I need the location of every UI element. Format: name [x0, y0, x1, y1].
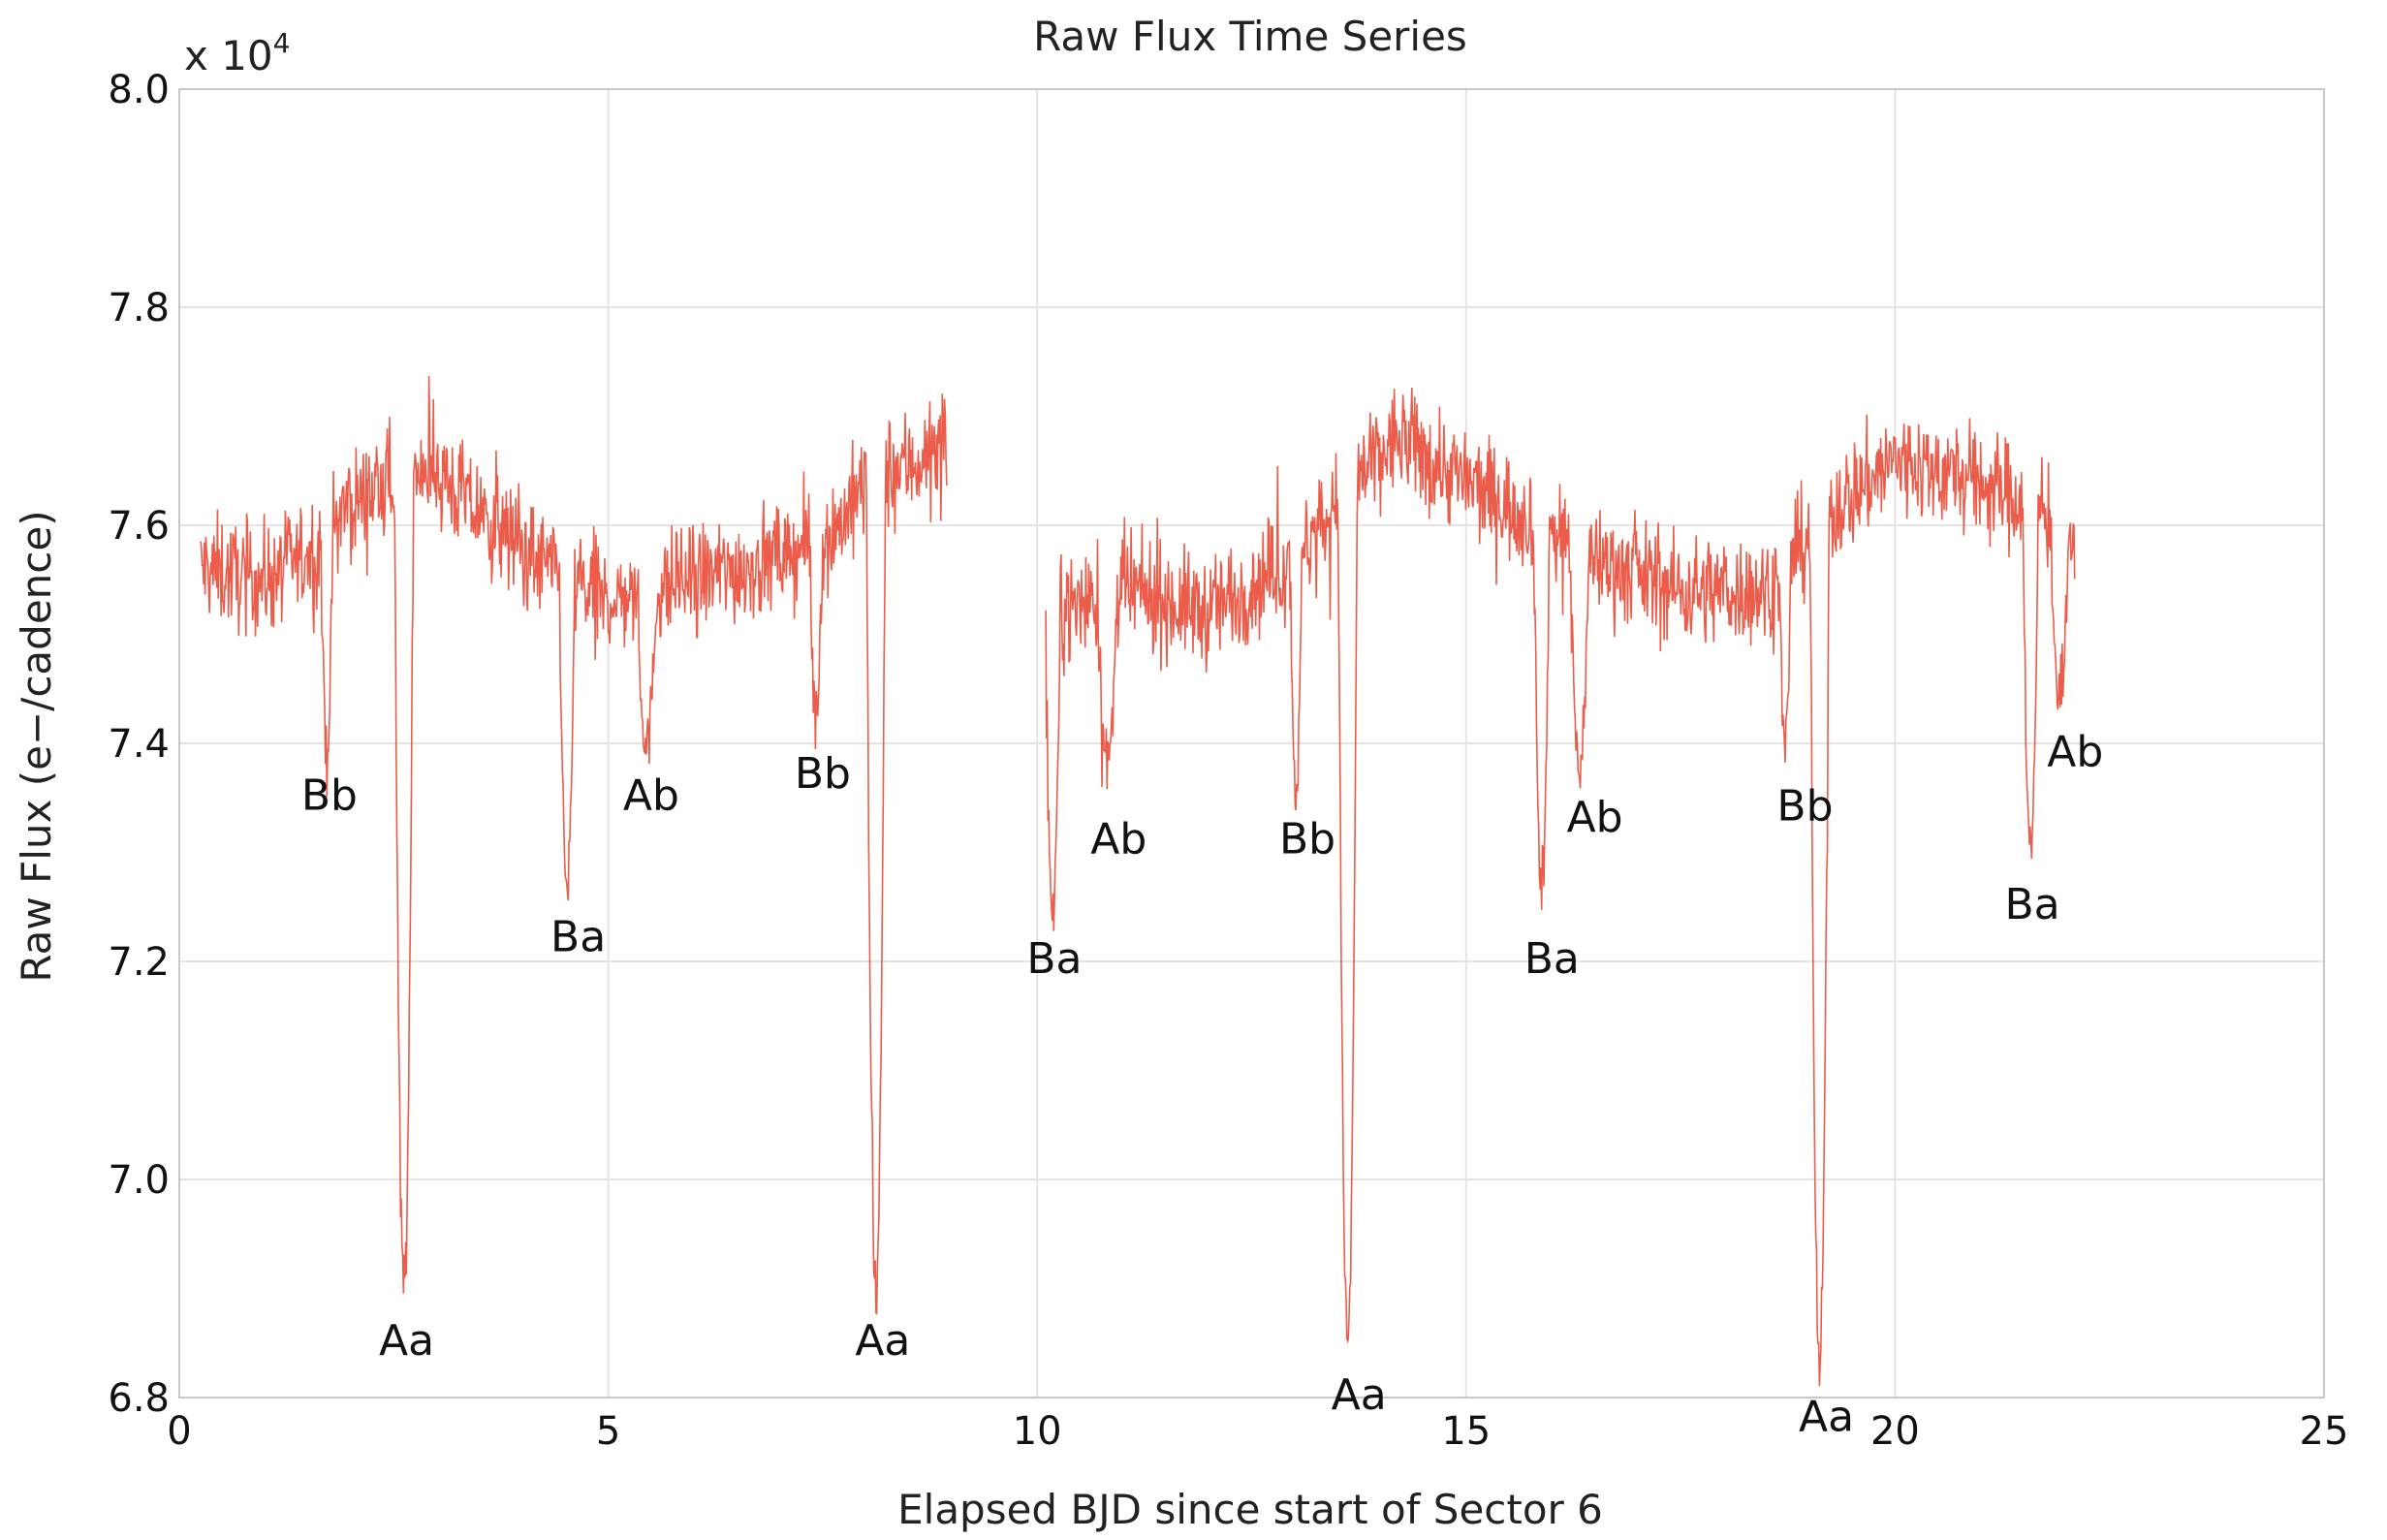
- x-tick-label: 20: [1870, 1409, 1920, 1454]
- flux-series-line: [1045, 387, 2076, 1387]
- y-tick-label: 8.0: [108, 68, 170, 112]
- y-tick-label: 7.0: [108, 1158, 170, 1203]
- y-multiplier-base: x 10: [184, 32, 273, 79]
- eclipse-label: Bb: [301, 770, 358, 820]
- y-tick-label: 6.8: [108, 1376, 170, 1421]
- eclipse-label: Ba: [550, 913, 606, 962]
- x-tick-label: 25: [2300, 1409, 2349, 1454]
- x-axis-ticks: 0 5 10 15 20 25: [167, 1409, 2348, 1454]
- eclipse-label: Ba: [1524, 934, 1580, 984]
- x-tick-label: 15: [1441, 1409, 1491, 1454]
- y-axis-title: Raw Flux (e−/cadence): [13, 510, 60, 982]
- eclipse-label: Aa: [379, 1316, 434, 1366]
- eclipse-label: Bb: [795, 749, 851, 799]
- y-multiplier-label: x 104: [184, 27, 290, 79]
- y-tick-label: 7.2: [108, 940, 170, 985]
- y-tick-label: 7.6: [108, 504, 170, 549]
- eclipse-label: Aa: [1799, 1393, 1854, 1442]
- eclipse-label: Ab: [1567, 793, 1623, 842]
- eclipse-label: Bb: [1279, 814, 1335, 864]
- eclipse-label: Ab: [2047, 727, 2103, 776]
- eclipse-label: Aa: [1332, 1370, 1387, 1420]
- y-tick-label: 7.8: [108, 286, 170, 330]
- flux-series: [200, 375, 2076, 1387]
- eclipse-label: Ab: [1090, 814, 1146, 864]
- y-tick-label: 7.4: [108, 722, 170, 767]
- eclipse-label: Ba: [2004, 880, 2059, 929]
- x-tick-label: 0: [167, 1409, 191, 1454]
- x-tick-label: 5: [596, 1409, 620, 1454]
- y-multiplier-exponent: 4: [273, 27, 291, 59]
- x-axis-title: Elapsed BJD since start of Sector 6: [897, 1486, 1603, 1533]
- y-axis-ticks: 6.8 7.0 7.2 7.4 7.6 7.8 8.0: [108, 68, 170, 1421]
- eclipse-label: Bb: [1776, 782, 1833, 832]
- flux-series-line: [200, 375, 948, 1315]
- eclipse-labels: Bb Aa Ba Ab Bb Aa Ba Ab Bb Aa Ba Ab Bb Aa Ba Ab: [301, 727, 2103, 1441]
- x-tick-label: 10: [1013, 1409, 1062, 1454]
- eclipse-label: Aa: [855, 1316, 910, 1366]
- chart-title: Raw Flux Time Series: [1033, 13, 1467, 60]
- eclipse-label: Ba: [1026, 934, 1082, 984]
- eclipse-label: Ab: [623, 770, 679, 820]
- grid-lines: [178, 88, 2325, 1399]
- plot-frame: [178, 88, 2325, 1399]
